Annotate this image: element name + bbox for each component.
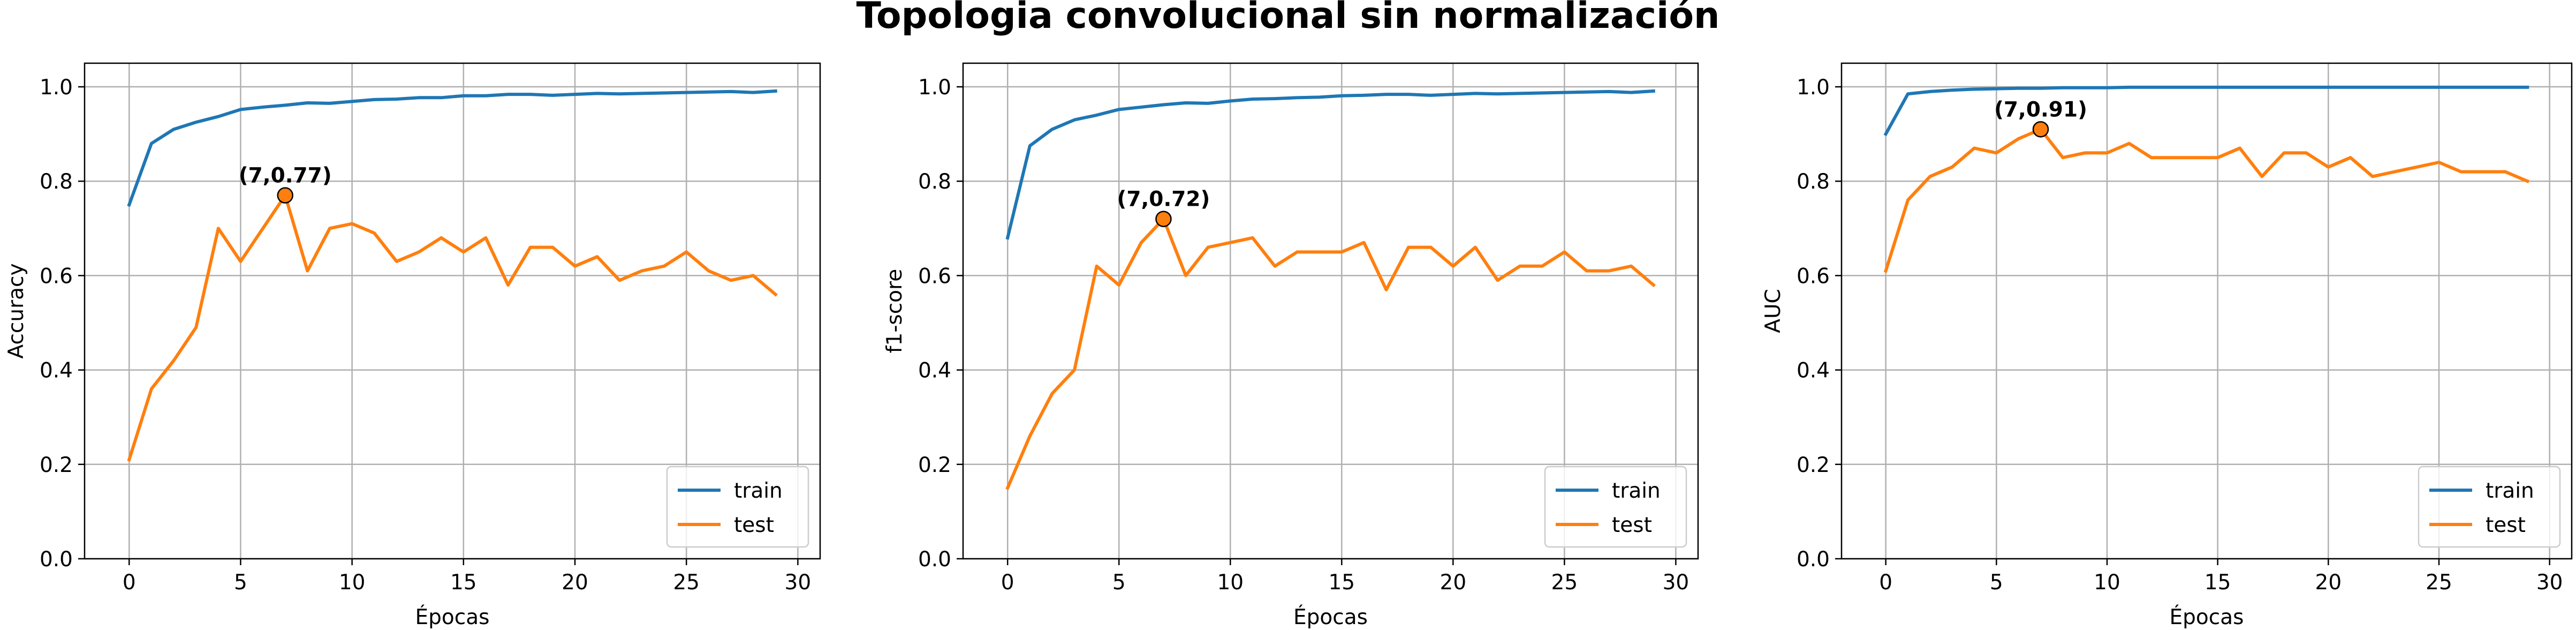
y-tick-label: 0.8 [1797,170,1830,194]
y-tick-label: 0.2 [1797,453,1830,477]
legend: train test [2418,466,2561,548]
best-point-marker [2032,121,2049,138]
y-tick-label: 0.2 [918,453,951,477]
y-tick-label: 0.6 [918,264,951,288]
legend-label-test: test [2486,513,2526,537]
x-axis-label: Épocas [2170,604,2244,629]
x-tick-label: 20 [2315,571,2342,595]
y-tick-label: 0.4 [40,359,73,383]
best-point-label: (7,0.77) [239,164,332,188]
legend-box [1544,466,1687,548]
y-axis-label: Accuracy [4,263,28,358]
best-point-marker [1155,211,1172,227]
legend-label-train: train [1612,479,1661,503]
legend-label-train: train [2486,479,2534,503]
x-tick-label: 25 [673,571,700,595]
y-tick-label: 0.8 [918,170,951,194]
best-point-label: (7,0.72) [1117,188,1210,212]
series-line-test [127,193,778,462]
axes-frame [84,62,821,560]
x-tick-label: 30 [785,571,812,595]
best-point-label: (7,0.91) [1994,98,2087,122]
legend: train test [1544,466,1687,548]
y-tick-label: 0.0 [918,548,951,572]
chart-2: 0 5 10 15 20 25 30 0.0 0.2 0.4 0.6 0.8 1.0 Épocas AUC (… [1761,62,2573,629]
axes-frame [1840,62,2573,560]
x-tick-label: 25 [1551,571,1578,595]
x-tick-label: 10 [2094,571,2120,595]
figure-title: Topologia convolucional sin normalizació… [857,0,1720,37]
legend-label-test: test [734,513,774,537]
series-line-train [1883,85,2529,137]
x-axis-label: Épocas [415,604,490,629]
legend-box [2418,466,2561,548]
legend-box [666,466,809,548]
x-tick-label: 0 [1879,571,1892,595]
y-tick-label: 1.0 [918,76,951,100]
series-line-test [1883,128,2530,273]
y-tick-label: 0.4 [1797,359,1830,383]
y-axis-label: f1-score [883,269,907,353]
legend-label-train: train [734,479,783,503]
y-tick-label: 1.0 [1797,76,1830,100]
x-tick-label: 5 [234,571,247,595]
best-point-marker [277,187,293,204]
x-tick-label: 15 [450,571,477,595]
chart-panels: 0 5 10 15 20 25 30 0.0 0.2 0.4 0.6 0.8 1.0 Épocas Accu… [4,62,2573,629]
y-tick-label: 1.0 [40,76,73,100]
y-tick-label: 0.6 [40,264,73,288]
y-tick-label: 0.6 [1797,264,1830,288]
y-axis-label: AUC [1761,289,1785,333]
x-tick-label: 30 [1663,571,1689,595]
y-tick-label: 0.2 [40,453,73,477]
x-tick-label: 5 [1112,571,1126,595]
x-tick-label: 10 [1217,571,1244,595]
series-line-train [127,89,777,207]
legend: train test [666,466,809,548]
legend-label-test: test [1612,513,1652,537]
y-tick-label: 0.0 [1797,548,1830,572]
axes-frame [962,62,1699,560]
x-tick-label: 15 [1328,571,1355,595]
series-line-test [1005,217,1656,490]
x-tick-label: 0 [123,571,136,595]
x-tick-label: 25 [2426,571,2452,595]
x-tick-label: 10 [339,571,366,595]
x-tick-label: 5 [1990,571,2003,595]
x-tick-label: 30 [2536,571,2563,595]
x-tick-label: 20 [562,571,588,595]
chart-0: 0 5 10 15 20 25 30 0.0 0.2 0.4 0.6 0.8 1.0 Épocas Accu… [4,62,821,629]
x-tick-label: 20 [1440,571,1467,595]
y-tick-label: 0.4 [918,359,951,383]
x-tick-label: 15 [2204,571,2231,595]
y-tick-label: 0.8 [40,170,73,194]
y-tick-label: 0.0 [40,548,73,572]
series-line-train [1005,89,1655,240]
x-axis-label: Épocas [1293,604,1368,629]
chart-1: 0 5 10 15 20 25 30 0.0 0.2 0.4 0.6 0.8 1.0 Épocas f1-s… [883,62,1699,629]
x-tick-label: 0 [1001,571,1014,595]
